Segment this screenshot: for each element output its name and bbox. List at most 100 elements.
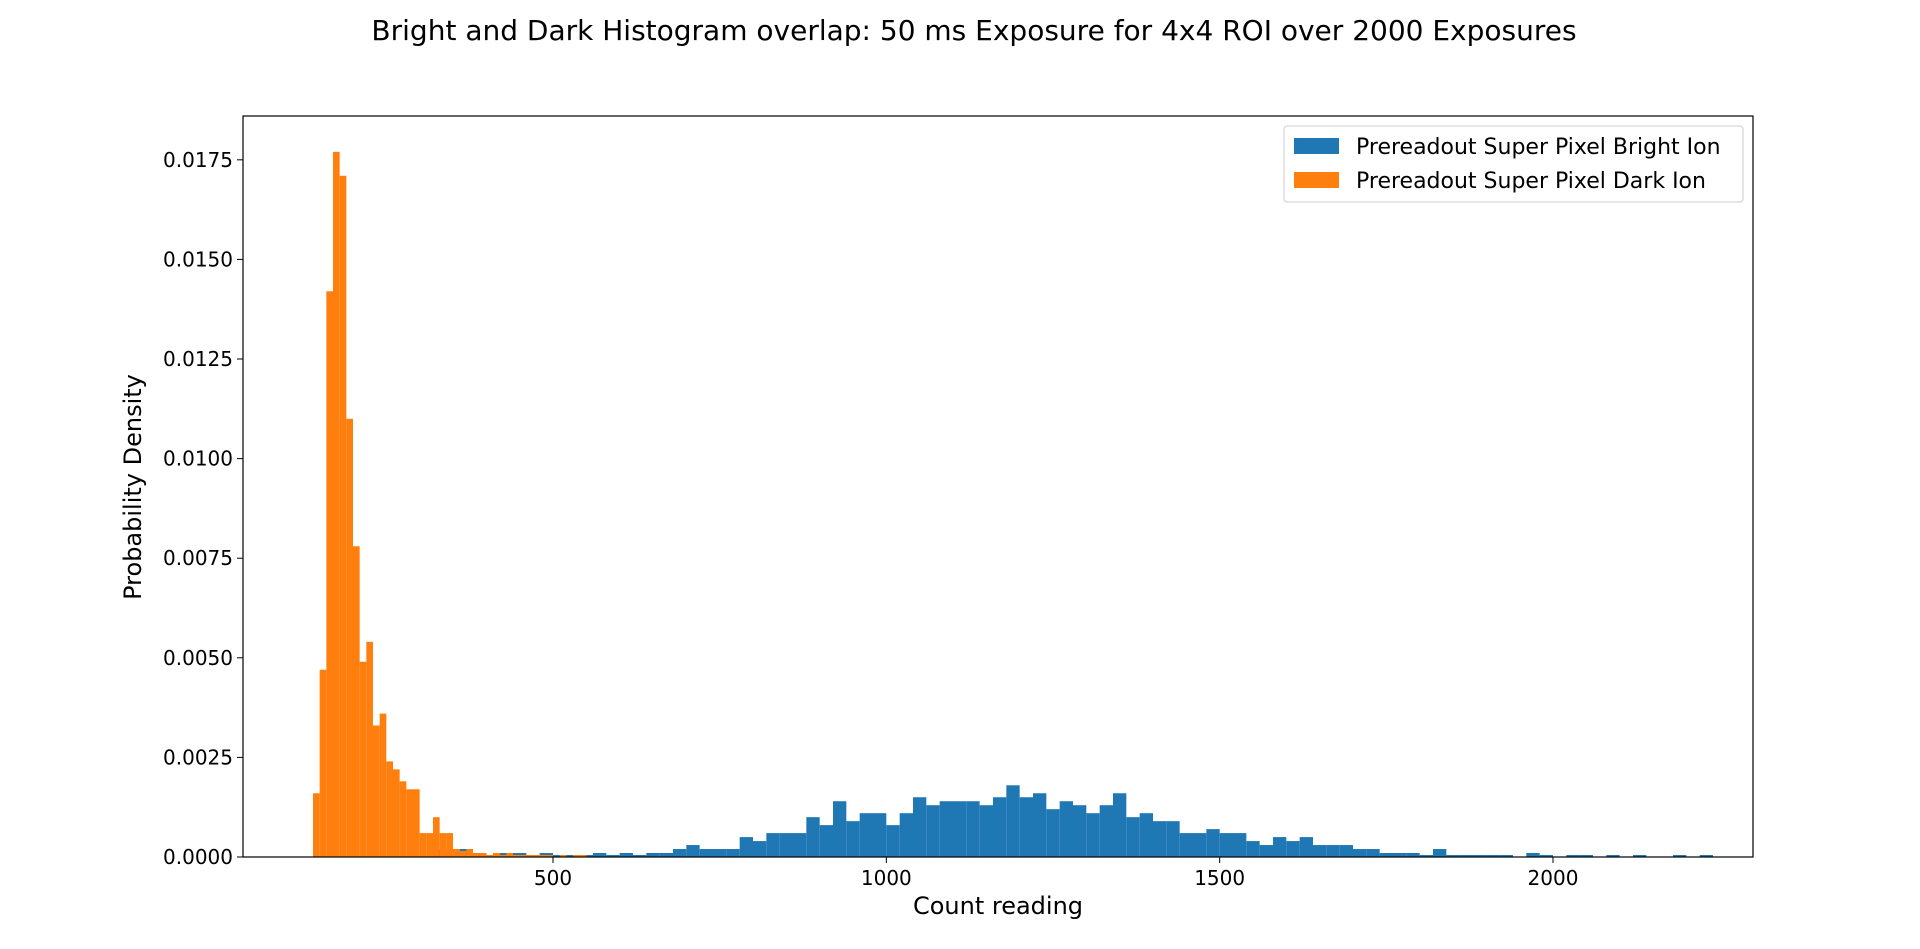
bright-bar (1286, 841, 1300, 857)
bright-bar (1206, 829, 1220, 857)
bright-bar (1339, 845, 1353, 857)
x-tick-label: 1500 (1194, 866, 1245, 890)
bright-bar (1033, 793, 1047, 857)
dark-bar (539, 855, 547, 857)
y-tick-label: 0.0100 (163, 447, 233, 471)
bright-bar (1099, 805, 1113, 857)
dark-bar (579, 855, 587, 857)
bright-bar (1259, 845, 1273, 857)
bright-bar (1539, 855, 1553, 857)
dark-bar (386, 761, 393, 857)
bright-bar (1366, 849, 1380, 857)
bright-bar (1486, 855, 1500, 857)
dark-bar (359, 661, 367, 857)
dark-bar (373, 725, 380, 857)
dark-bar (493, 853, 500, 857)
bright-bar (833, 801, 847, 857)
y-tick-label: 0.0175 (163, 148, 233, 172)
legend: Prereadout Super Pixel Bright Ion Prerea… (1283, 125, 1744, 203)
chart-title: Bright and Dark Histogram overlap: 50 ms… (371, 14, 1576, 47)
bright-bar (1699, 855, 1713, 857)
dark-bar (366, 641, 373, 857)
bright-bar (886, 825, 900, 857)
bright-bar (726, 849, 740, 857)
dark-bar (573, 855, 580, 857)
legend-swatch-bright (1294, 138, 1339, 154)
dark-bar (453, 849, 460, 857)
bright-bar (806, 817, 820, 857)
legend-box (1283, 125, 1744, 203)
bright-bar (1313, 845, 1327, 857)
dark-bar (459, 851, 467, 857)
bright-bar (1193, 833, 1207, 857)
bright-bar (1673, 855, 1687, 857)
bright-bar (873, 813, 887, 857)
x-tick-label: 1000 (861, 866, 912, 890)
bright-bar (1379, 853, 1393, 857)
y-axis-ticks: 0.0000 0.0025 0.0050 0.0075 0.0100 0.0125 0.01… (163, 148, 243, 869)
bright-bar (1073, 805, 1087, 857)
bright-bar (659, 853, 673, 857)
bright-bar (1153, 821, 1167, 857)
dark-bar (319, 669, 327, 857)
x-axis-ticks: 500 1000 1500 2000 (534, 857, 1578, 890)
bright-bar (1059, 801, 1073, 857)
dark-bar (466, 849, 473, 857)
y-tick-label: 0.0125 (163, 347, 233, 371)
bright-bar (979, 805, 993, 857)
dark-bar (413, 789, 420, 857)
bright-bar (739, 837, 753, 857)
bright-bar (1353, 849, 1367, 857)
bright-bar (1299, 837, 1313, 857)
bright-bar (1406, 853, 1420, 857)
bright-bar (1393, 853, 1407, 857)
dark-bar (499, 855, 507, 857)
bright-bar (993, 797, 1007, 857)
bright-bar (1113, 793, 1127, 857)
y-tick-label: 0.0075 (163, 546, 233, 570)
bright-bar (553, 855, 567, 857)
dark-bar (379, 713, 387, 857)
bright-bar (1459, 855, 1473, 857)
dark-bar (406, 789, 413, 857)
dark-bar (399, 781, 407, 857)
bright-bar (1179, 833, 1193, 857)
bright-bar (1446, 855, 1460, 857)
dark-bar (333, 151, 340, 857)
bright-bar (846, 821, 860, 857)
legend-swatch-dark (1294, 172, 1339, 188)
legend-label-dark: Prereadout Super Pixel Dark Ion (1356, 169, 1706, 194)
bright-bar (1579, 855, 1593, 857)
bright-bar (619, 853, 633, 857)
dark-bar (313, 793, 320, 857)
dark-bar (519, 855, 527, 857)
bright-bar (1566, 855, 1580, 857)
bright-bar (859, 813, 873, 857)
y-tick-label: 0.0150 (163, 247, 233, 271)
bright-bar (913, 797, 927, 857)
dark-bar (533, 855, 540, 857)
bright-bar (819, 825, 833, 857)
bright-bar (939, 801, 953, 857)
dark-bar (506, 853, 513, 857)
bright-bar (966, 801, 980, 857)
bright-bar (699, 849, 713, 857)
bright-bar (646, 853, 660, 857)
bright-bar (926, 805, 940, 857)
bright-bar (1139, 813, 1153, 857)
bright-bar (1126, 817, 1140, 857)
dark-bar (513, 855, 520, 857)
bright-bar (1419, 855, 1433, 857)
dark-bar (486, 855, 493, 857)
dark-bar (439, 833, 447, 857)
dark-bar (339, 175, 347, 858)
dark-bar (353, 546, 360, 857)
y-tick-label: 0.0000 (163, 845, 233, 869)
bright-bar (953, 801, 967, 857)
bright-bar (1019, 797, 1033, 857)
bright-bar (686, 845, 700, 857)
bright-bar (1526, 853, 1540, 857)
bright-bar (779, 833, 793, 857)
bright-bar (1219, 833, 1233, 857)
